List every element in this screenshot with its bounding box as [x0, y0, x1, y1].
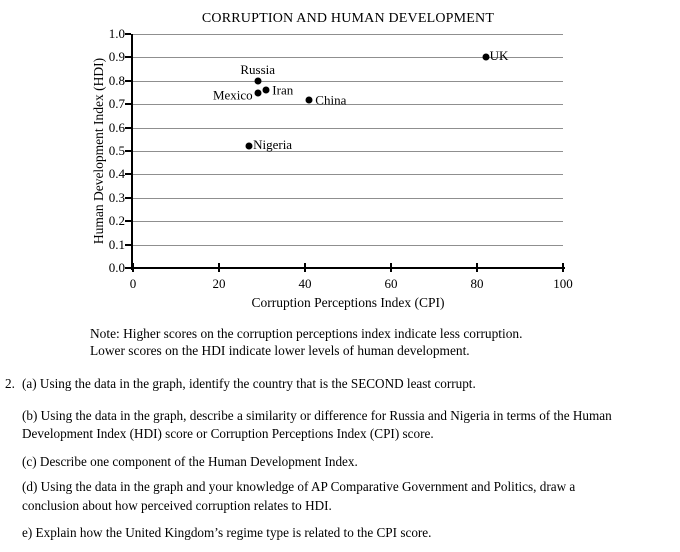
grid-line [133, 57, 563, 59]
x-tick-label: 60 [384, 276, 398, 291]
y-tick-mark [125, 243, 131, 246]
question-line: conclusion about how perceived corruptio… [22, 497, 332, 513]
y-tick-label: 0.5 [108, 143, 125, 158]
data-point-china [305, 96, 313, 104]
y-tick-label: 0.2 [108, 213, 125, 229]
y-tick-mark [125, 56, 131, 59]
question-item-b: (b) Using the data in the graph, describ… [22, 407, 677, 444]
grid-line [133, 80, 563, 82]
x-axis-tick-labels: 0 20 40 60 80 100 [130, 276, 573, 292]
question-line: (a) Using the data in the graph, identif… [22, 376, 476, 391]
y-tick-mark [125, 150, 131, 152]
y-tick-mark [125, 33, 131, 35]
y-tick-label: 0.0 [108, 260, 125, 275]
grid-line [133, 244, 563, 246]
question-line: Development Index (HDI) score or Corrupt… [22, 426, 434, 441]
y-axis-line [131, 34, 133, 270]
chart-title: CORRUPTION AND HUMAN DEVELOPMENT [201, 11, 495, 26]
question-line: (c) Describe one component of the Human … [22, 453, 358, 469]
point-label-iran: Iran [272, 82, 294, 98]
y-tick-label: 0.7 [108, 96, 125, 112]
x-tick-mark [304, 263, 306, 272]
x-tick-mark [218, 263, 220, 272]
questions-block: (a) Using the data in the graph, identif… [22, 375, 677, 543]
x-tick-label: 100 [553, 276, 573, 291]
point-label-china: China [315, 92, 347, 108]
y-tick-mark [125, 173, 131, 176]
x-tick-label: 40 [298, 276, 312, 291]
question-line: e) Explain how the United Kingdom’s regi… [22, 525, 432, 540]
point-label-russia: Russia [240, 61, 276, 77]
x-tick-label: 0 [129, 276, 137, 291]
y-tick-label: 1.0 [108, 26, 125, 41]
grid-line [133, 104, 563, 106]
x-tick-mark [390, 263, 392, 272]
y-tick-mark [125, 79, 131, 82]
grid-line [133, 221, 563, 223]
y-tick-label: 0.8 [108, 72, 125, 88]
y-tick-label: 0.6 [108, 119, 125, 135]
y-tick-mark [125, 196, 131, 199]
y-tick-mark [125, 126, 131, 129]
x-axis-line [131, 267, 565, 269]
grid-line [133, 174, 563, 176]
question-item-e: e) Explain how the United Kingdom’s regi… [22, 524, 677, 543]
note-line: Lower scores on the HDI indicate lower l… [90, 343, 470, 358]
question-item-a: (a) Using the data in the graph, identif… [22, 375, 677, 394]
question-item-d: (d) Using the data in the graph and your… [22, 478, 677, 515]
y-tick-mark [125, 267, 131, 269]
y-tick-label: 0.1 [108, 236, 125, 252]
chart-note: Note: Higher scores on the corruption pe… [90, 325, 522, 359]
grid-line [133, 127, 563, 129]
grid-line [133, 197, 563, 199]
question-number: 2. [5, 376, 15, 391]
grid-line [133, 151, 563, 152]
x-tick-mark [132, 263, 134, 272]
point-label-uk: UK [489, 48, 509, 64]
x-axis-title: Corruption Perceptions Index (CPI) [251, 295, 445, 310]
data-point-mexico [254, 89, 262, 96]
y-tick-mark [125, 103, 131, 106]
question-item-c: (c) Describe one component of the Human … [22, 453, 677, 472]
x-tick-label: 80 [470, 276, 484, 291]
note-line: Note: Higher scores on the corruption pe… [90, 326, 523, 341]
y-axis-tick-labels: 1.0 0.9 0.8 0.7 0.6 0.5 0.4 0.3 0.2 0.1 0.0 [60, 26, 125, 275]
y-tick-label: 0.9 [108, 49, 125, 65]
x-tick-mark [476, 263, 478, 272]
plot-area: UK Russia Iran Mexico China Nigeria [133, 34, 563, 268]
data-point-russia [254, 77, 262, 85]
y-tick-mark [125, 220, 131, 223]
question-line: (d) Using the data in the graph and your… [22, 479, 576, 494]
point-label-mexico: Mexico [212, 87, 253, 102]
x-tick-label: 20 [212, 276, 226, 291]
data-point-uk [482, 53, 490, 61]
question-line: (b) Using the data in the graph, describ… [22, 407, 612, 423]
point-label-nigeria: Nigeria [253, 137, 293, 153]
grid-line [133, 34, 563, 35]
y-tick-label: 0.3 [108, 189, 125, 205]
data-point-iran [262, 86, 270, 94]
y-tick-label: 0.4 [108, 166, 125, 182]
x-tick-mark [562, 263, 564, 272]
data-point-nigeria [245, 142, 253, 150]
